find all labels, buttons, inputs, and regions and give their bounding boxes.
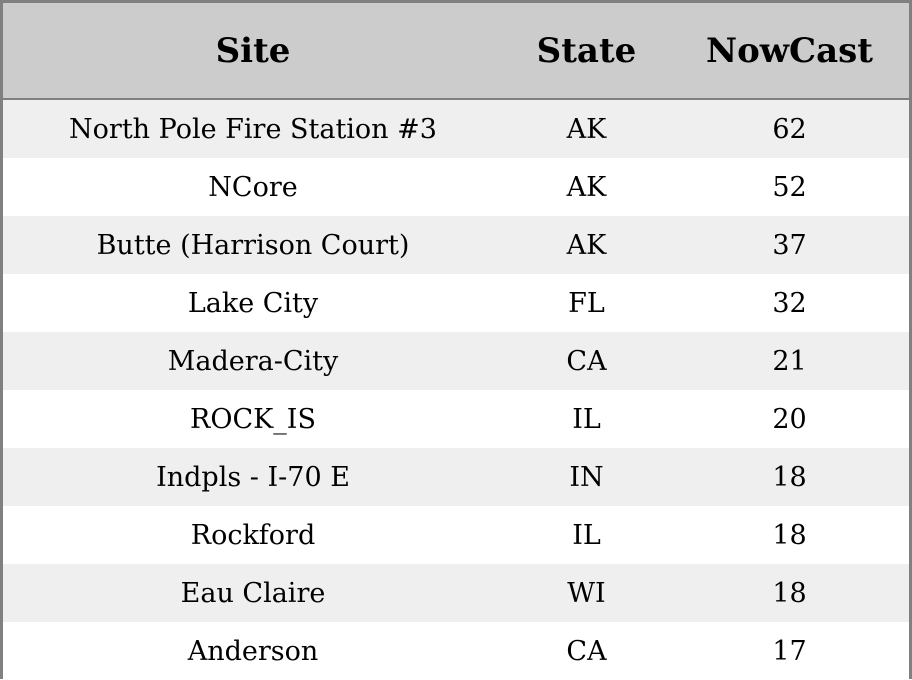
table-row: Lake City FL 32 xyxy=(3,274,909,332)
cell-state: AK xyxy=(503,158,670,216)
cell-nowcast: 18 xyxy=(670,448,909,506)
cell-site: Rockford xyxy=(3,506,503,564)
cell-site: Madera-City xyxy=(3,332,503,390)
table-row: Butte (Harrison Court) AK 37 xyxy=(3,216,909,274)
cell-state: FL xyxy=(503,274,670,332)
cell-site: Anderson xyxy=(3,622,503,680)
cell-nowcast: 20 xyxy=(670,390,909,448)
table-body: North Pole Fire Station #3 AK 62 NCore A… xyxy=(3,99,909,680)
cell-site: Butte (Harrison Court) xyxy=(3,216,503,274)
table-row: ROCK_IS IL 20 xyxy=(3,390,909,448)
nowcast-table: Site State NowCast North Pole Fire Stati… xyxy=(3,3,909,680)
cell-nowcast: 17 xyxy=(670,622,909,680)
cell-state: IL xyxy=(503,506,670,564)
table-row: Rockford IL 18 xyxy=(3,506,909,564)
cell-state: WI xyxy=(503,564,670,622)
cell-state: CA xyxy=(503,332,670,390)
cell-state: AK xyxy=(503,216,670,274)
cell-site: Eau Claire xyxy=(3,564,503,622)
cell-state: IL xyxy=(503,390,670,448)
table-row: Madera-City CA 21 xyxy=(3,332,909,390)
table-row: Eau Claire WI 18 xyxy=(3,564,909,622)
cell-site: Indpls - I-70 E xyxy=(3,448,503,506)
cell-state: AK xyxy=(503,99,670,158)
cell-nowcast: 37 xyxy=(670,216,909,274)
cell-nowcast: 18 xyxy=(670,506,909,564)
cell-site: Lake City xyxy=(3,274,503,332)
table-row: North Pole Fire Station #3 AK 62 xyxy=(3,99,909,158)
column-header-site[interactable]: Site xyxy=(3,3,503,100)
cell-state: IN xyxy=(503,448,670,506)
cell-nowcast: 62 xyxy=(670,99,909,158)
column-header-state[interactable]: State xyxy=(503,3,670,100)
table-row: NCore AK 52 xyxy=(3,158,909,216)
column-header-nowcast[interactable]: NowCast xyxy=(670,3,909,100)
cell-site: North Pole Fire Station #3 xyxy=(3,99,503,158)
table-header-row: Site State NowCast xyxy=(3,3,909,100)
cell-site: NCore xyxy=(3,158,503,216)
cell-state: CA xyxy=(503,622,670,680)
cell-nowcast: 52 xyxy=(670,158,909,216)
table-row: Anderson CA 17 xyxy=(3,622,909,680)
table-row: Indpls - I-70 E IN 18 xyxy=(3,448,909,506)
cell-site: ROCK_IS xyxy=(3,390,503,448)
cell-nowcast: 18 xyxy=(670,564,909,622)
table-header: Site State NowCast xyxy=(3,3,909,100)
cell-nowcast: 32 xyxy=(670,274,909,332)
cell-nowcast: 21 xyxy=(670,332,909,390)
